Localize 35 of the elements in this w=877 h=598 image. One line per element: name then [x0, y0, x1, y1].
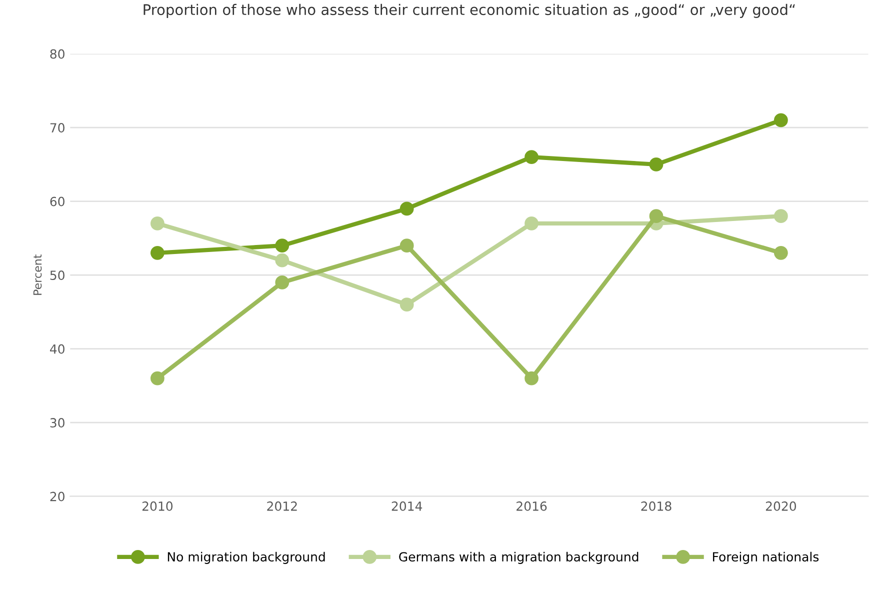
point — [524, 216, 538, 230]
y-tick-label: 30 — [50, 418, 64, 428]
y-tick-label: 70 — [50, 123, 64, 132]
x-tick-label: 2016 — [516, 501, 547, 511]
legend-label: Germans with a migration background — [399, 552, 638, 564]
y-tick-label: 80 — [50, 49, 64, 59]
point — [275, 276, 290, 290]
x-tick-label: 2020 — [766, 501, 796, 511]
point — [524, 371, 538, 386]
legend-label: No migration background — [168, 552, 325, 564]
x-tick-label: 2010 — [142, 501, 173, 511]
legend-label: Foreign nationals — [713, 552, 819, 564]
point — [400, 298, 414, 312]
x-tick-label: 2018 — [641, 501, 672, 511]
point — [649, 158, 664, 172]
point — [774, 246, 788, 260]
point — [649, 209, 664, 224]
point — [150, 246, 164, 260]
point — [400, 202, 414, 216]
y-tick-label: 20 — [50, 492, 64, 502]
y-axis-title: Percent — [33, 254, 42, 295]
point — [524, 150, 538, 164]
point — [150, 371, 164, 386]
point — [774, 113, 788, 128]
point — [275, 238, 290, 253]
y-tick-label: 40 — [50, 344, 64, 354]
y-tick-label: 60 — [50, 196, 64, 206]
point — [774, 209, 788, 224]
x-tick-label: 2012 — [267, 501, 297, 511]
chart-title: Proportion of those who assess their current economic situation as „good“ or „very good“ — [144, 4, 795, 18]
x-tick-label: 2014 — [392, 501, 422, 511]
y-tick-label: 50 — [50, 270, 64, 280]
point — [275, 253, 290, 268]
point — [400, 238, 414, 253]
point — [150, 216, 164, 230]
